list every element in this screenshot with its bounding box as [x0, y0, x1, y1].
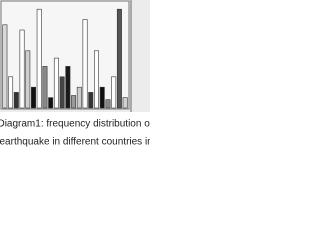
page: Diagram1: frequency distribution of ced …: [0, 0, 150, 148]
bar: [42, 66, 48, 109]
bar: [48, 97, 54, 109]
bar: [2, 24, 8, 109]
bar: [76, 86, 82, 109]
bar: [36, 8, 42, 109]
bar: [19, 29, 25, 109]
caption-line-2: ced earthquake in different countries in…: [0, 137, 150, 148]
bar: [105, 99, 111, 109]
bar: [71, 95, 77, 109]
bar: [8, 76, 14, 109]
bar: [59, 76, 65, 109]
bar: [99, 86, 105, 109]
chart: Diagram1: frequency distribution of ced …: [0, 0, 150, 148]
bar: [116, 8, 122, 109]
bar: [65, 66, 71, 109]
bar: [82, 19, 88, 109]
bar: [53, 57, 59, 109]
bar: [122, 97, 128, 109]
bar: [88, 92, 94, 109]
bar: [13, 92, 19, 109]
bar: [94, 50, 99, 109]
bar: [31, 86, 36, 109]
bar: [111, 76, 117, 109]
caption-line-1: Diagram1: frequency distribution of: [0, 119, 150, 130]
bar: [25, 50, 31, 109]
